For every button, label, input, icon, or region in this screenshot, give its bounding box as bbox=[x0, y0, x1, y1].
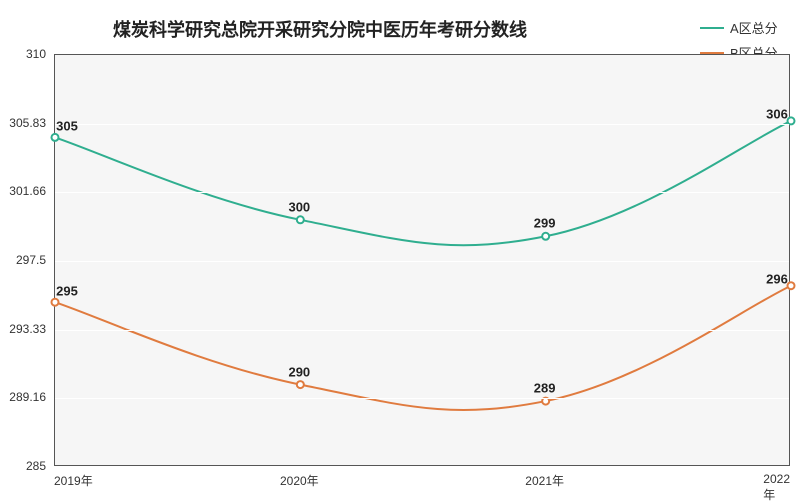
x-tick-label: 2022年 bbox=[763, 472, 790, 503]
legend-item-a: A区总分 bbox=[700, 18, 778, 37]
data-label: 299 bbox=[534, 216, 556, 231]
x-tick-label: 2019年 bbox=[54, 472, 93, 489]
data-point bbox=[542, 233, 549, 240]
data-point bbox=[788, 282, 795, 289]
series-line-0 bbox=[55, 121, 791, 245]
data-label: 289 bbox=[534, 381, 556, 396]
data-point bbox=[52, 299, 59, 306]
gridline bbox=[55, 261, 789, 262]
plot-area bbox=[54, 54, 790, 466]
series-line-1 bbox=[55, 286, 791, 410]
data-label: 300 bbox=[288, 199, 310, 214]
gridline bbox=[55, 330, 789, 331]
chart-container: 煤炭科学研究总院开采研究分院中医历年考研分数线 A区总分 B区总分 285289… bbox=[0, 0, 800, 500]
chart-title: 煤炭科学研究总院开采研究分院中医历年考研分数线 bbox=[0, 16, 640, 42]
gridline bbox=[55, 124, 789, 125]
data-label: 305 bbox=[56, 119, 78, 134]
gridline bbox=[55, 192, 789, 193]
data-label: 296 bbox=[766, 271, 788, 286]
gridline bbox=[55, 398, 789, 399]
data-point bbox=[297, 381, 304, 388]
data-label: 290 bbox=[288, 364, 310, 379]
legend-swatch-a bbox=[700, 27, 724, 29]
data-label: 295 bbox=[56, 284, 78, 299]
data-label: 306 bbox=[766, 106, 788, 121]
x-tick-label: 2021年 bbox=[525, 472, 564, 489]
x-tick-label: 2020年 bbox=[280, 472, 319, 489]
data-point bbox=[52, 134, 59, 141]
legend-label-a: A区总分 bbox=[730, 18, 778, 37]
data-point bbox=[297, 216, 304, 223]
